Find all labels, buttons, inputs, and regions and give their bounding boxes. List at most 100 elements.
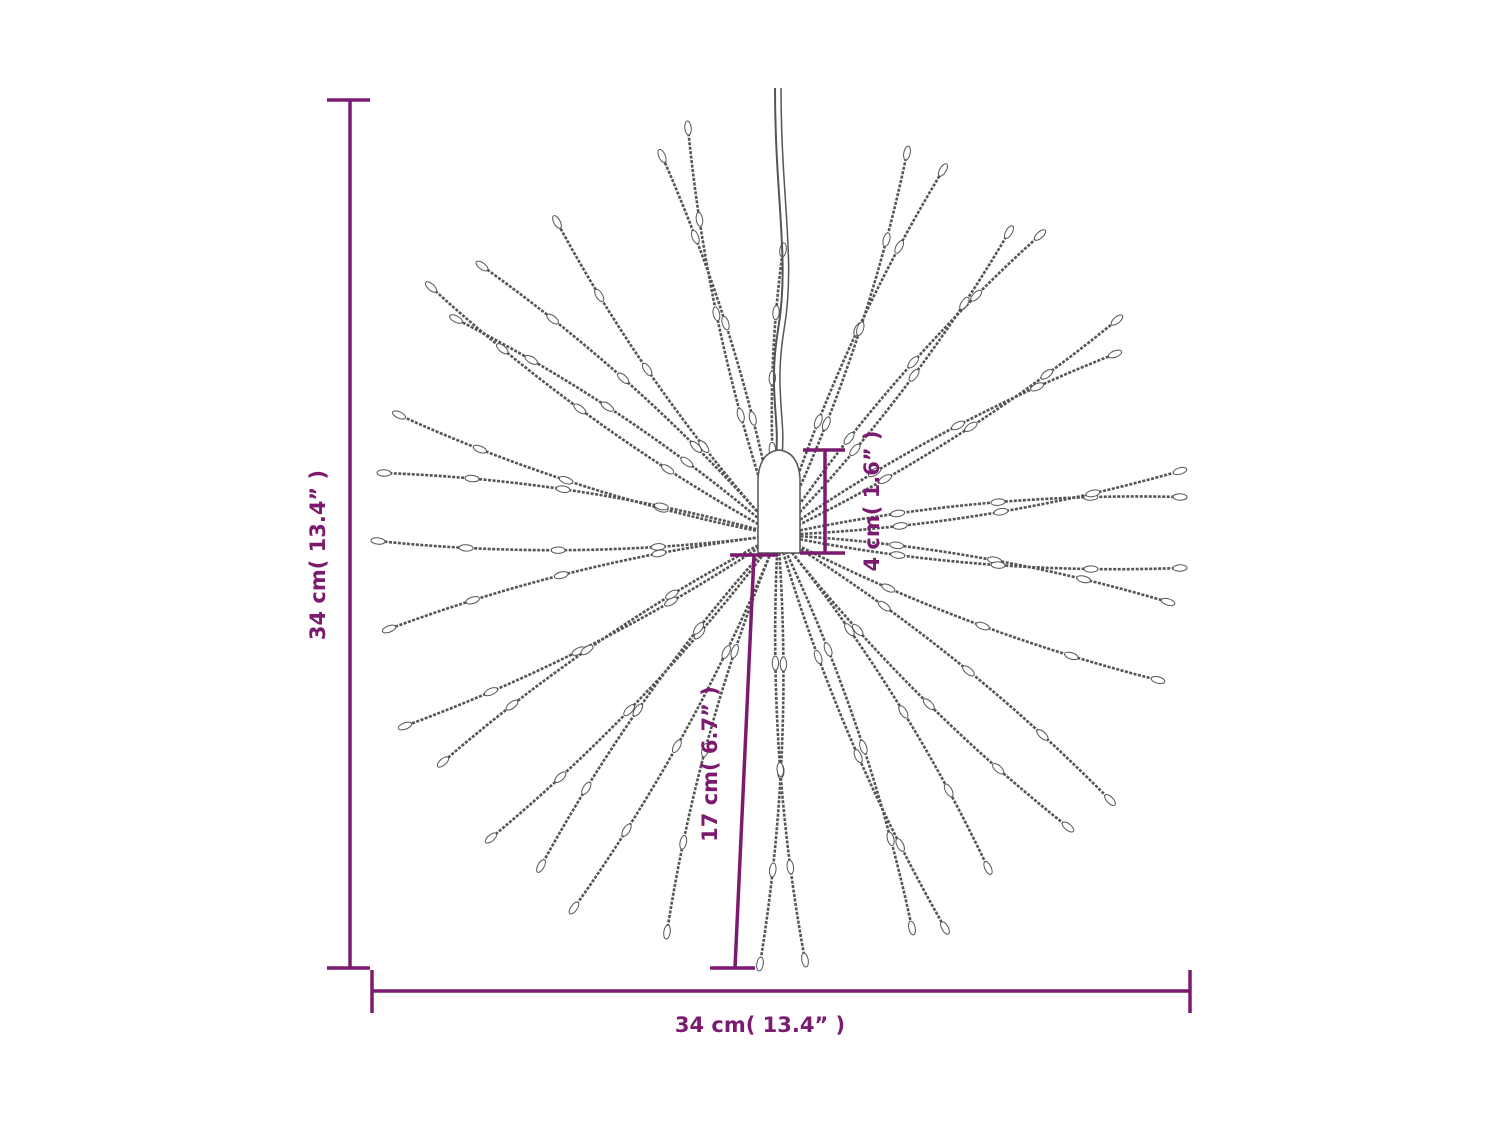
led-bulb — [472, 444, 488, 454]
led-bulb — [370, 537, 386, 545]
led-bulb — [1104, 794, 1116, 806]
light-strand — [776, 534, 914, 929]
led-bulb — [1085, 489, 1101, 498]
led-bulb — [786, 859, 795, 875]
led-bulb — [771, 655, 780, 671]
led-bulb — [908, 920, 916, 936]
led-bulb — [550, 546, 566, 554]
led-bulb — [907, 356, 919, 369]
light-strand — [539, 534, 779, 867]
led-bulb — [536, 859, 546, 873]
led-bulb — [581, 781, 592, 795]
led-bulb — [1160, 597, 1176, 607]
light-strand — [404, 533, 779, 728]
led-bulb — [701, 742, 710, 758]
led-bulb — [894, 240, 905, 254]
led-bulb — [851, 623, 864, 637]
led-bulb — [1033, 229, 1047, 241]
led-bulb — [621, 823, 632, 837]
led-bulb — [397, 721, 413, 731]
led-bulb — [671, 739, 682, 754]
led-bulb — [776, 762, 784, 778]
led-bulb — [993, 507, 1009, 516]
led-bulb — [573, 403, 587, 415]
light-strand — [777, 533, 1159, 682]
led-bulb — [679, 834, 688, 850]
led-bulb — [657, 148, 667, 164]
led-bulb — [748, 411, 757, 426]
led-bulb — [553, 571, 569, 580]
led-bulb — [552, 215, 562, 229]
led-bulb — [721, 315, 730, 331]
led-bulb — [867, 467, 882, 478]
led-bulb — [558, 476, 574, 485]
led-bulb — [600, 401, 614, 412]
light-strand — [758, 534, 785, 965]
led-bulb — [889, 541, 905, 550]
light-strand — [383, 471, 779, 537]
led-bulb — [436, 756, 450, 768]
led-bulb — [424, 281, 438, 293]
light-strand — [455, 317, 779, 536]
led-bulb — [391, 410, 407, 420]
led-bulb — [943, 783, 954, 798]
light-strand — [665, 534, 780, 933]
led-bulb — [690, 440, 702, 453]
light-strand — [777, 231, 1011, 536]
light-strand — [660, 155, 780, 536]
width-label: 34 cm( 13.4” ) — [674, 1013, 846, 1037]
led-bulb — [690, 229, 700, 245]
light-strand — [776, 234, 1041, 536]
height-label: 34 cm( 13.4” ) — [306, 469, 330, 641]
led-bulb — [623, 704, 636, 717]
light-strand — [442, 533, 779, 763]
led-bulb — [779, 656, 788, 672]
led-bulb — [680, 456, 694, 468]
led-bulb — [1107, 349, 1123, 359]
led-bulb — [940, 921, 950, 935]
led-bulb — [684, 120, 692, 136]
led-bulb — [695, 211, 704, 227]
led-bulb — [756, 956, 764, 972]
led-bulb — [890, 509, 906, 518]
light-strand — [777, 533, 1111, 801]
led-bulb — [1172, 466, 1188, 476]
led-bulb — [484, 832, 498, 844]
led-bulb — [641, 362, 653, 376]
led-bulb — [1061, 821, 1075, 833]
light-strand — [777, 533, 1181, 571]
led-bulb — [898, 705, 909, 719]
led-bulb — [983, 861, 993, 875]
led-bulb — [895, 838, 905, 852]
light-strand — [777, 533, 1169, 604]
led-bulb — [1110, 314, 1124, 326]
led-bulb — [992, 763, 1005, 775]
led-bulb — [555, 485, 571, 494]
light-strand — [398, 413, 779, 537]
led-bulb — [990, 498, 1006, 506]
led-bulb — [632, 703, 644, 717]
led-bulb — [505, 699, 519, 711]
led-bulb — [458, 544, 474, 552]
led-bulb — [937, 163, 949, 177]
light-strand — [776, 534, 947, 929]
led-bulb — [1083, 565, 1099, 573]
cap-height-label: 4 cm( 1.6” ) — [860, 430, 884, 572]
light-strand — [777, 495, 1181, 537]
led-bulb — [908, 368, 920, 382]
led-bulb — [853, 749, 863, 764]
led-bulb — [1030, 382, 1045, 392]
hub-cap — [757, 449, 801, 554]
led-bulb — [892, 522, 908, 530]
led-bulb — [465, 596, 480, 605]
led-bulb — [859, 739, 868, 755]
led-bulb — [653, 502, 669, 511]
power-cable — [772, 87, 784, 456]
led-bulb — [821, 416, 831, 431]
led-bulb — [693, 621, 705, 635]
light-strand — [490, 534, 780, 839]
led-bulb — [449, 314, 463, 324]
led-bulb — [772, 305, 780, 321]
led-bulb — [813, 649, 823, 665]
